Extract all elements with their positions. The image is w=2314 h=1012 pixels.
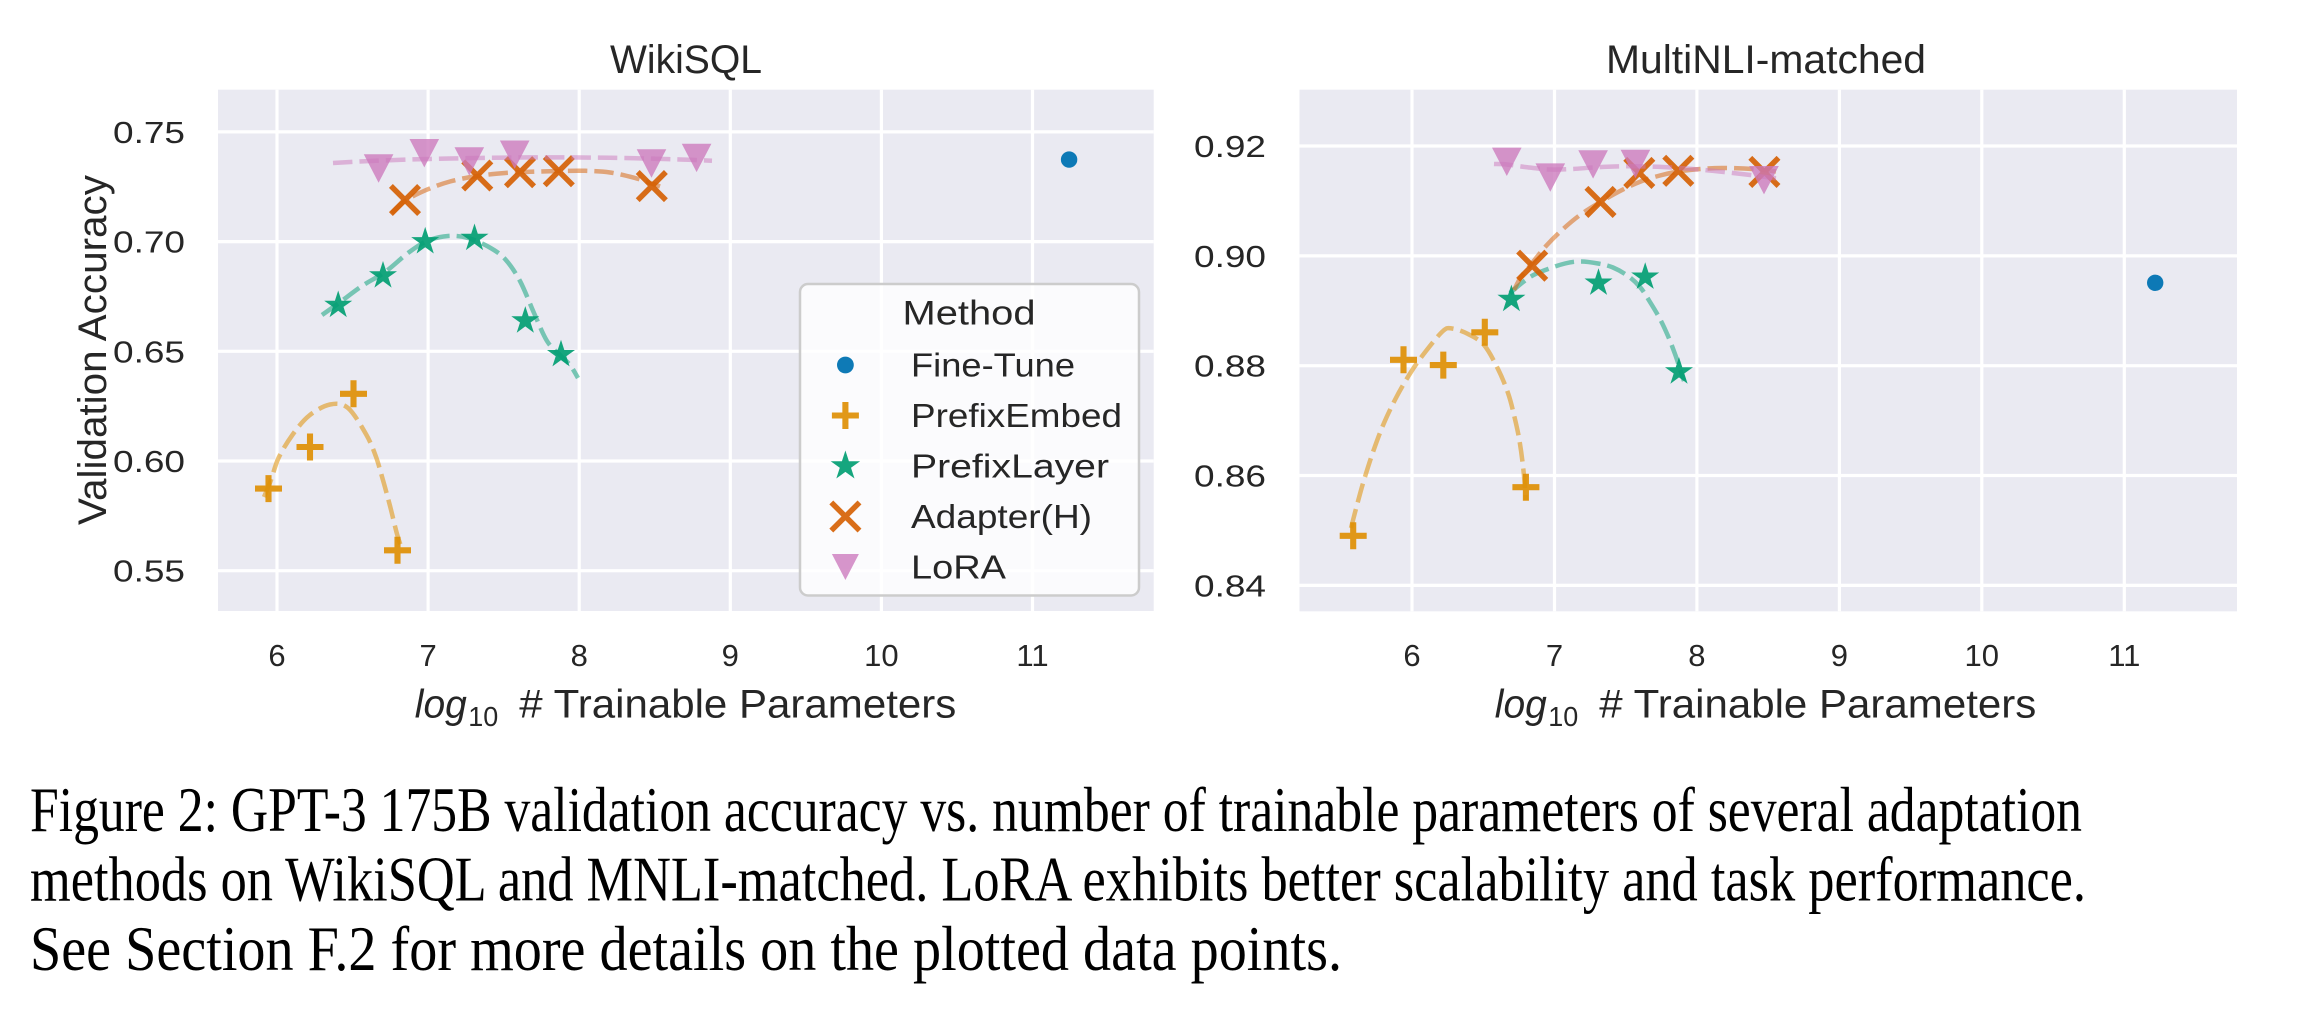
svg-text:6: 6 xyxy=(268,638,285,673)
svg-text:Adapter(H): Adapter(H) xyxy=(911,498,1092,535)
svg-text:# Trainable Parameters: # Trainable Parameters xyxy=(1599,683,2036,727)
svg-text:LoRA: LoRA xyxy=(911,549,1006,586)
svg-text:11: 11 xyxy=(1016,638,1048,673)
svg-text:Fine-Tune: Fine-Tune xyxy=(911,347,1075,384)
svg-text:0.55: 0.55 xyxy=(113,554,185,589)
svg-text:0.86: 0.86 xyxy=(1194,459,1266,494)
svg-text:0.75: 0.75 xyxy=(113,115,185,150)
svg-text:log: log xyxy=(1495,683,1547,727)
svg-text:0.88: 0.88 xyxy=(1194,349,1266,384)
svg-text:0.65: 0.65 xyxy=(113,334,185,369)
svg-text:10: 10 xyxy=(1965,638,1999,673)
svg-text:0.84: 0.84 xyxy=(1194,568,1266,603)
svg-text:10: 10 xyxy=(864,638,898,673)
svg-text:WikiSQL: WikiSQL xyxy=(610,38,762,82)
svg-text:Method: Method xyxy=(903,295,1036,333)
svg-text:See Section F.2 for more detai: See Section F.2 for more details on the … xyxy=(30,914,1342,984)
svg-text:0.60: 0.60 xyxy=(113,444,185,479)
svg-text:Figure 2: GPT-3 175B validatio: Figure 2: GPT-3 175B validation accuracy… xyxy=(30,775,2082,845)
svg-text:log: log xyxy=(415,683,467,727)
svg-text:PrefixLayer: PrefixLayer xyxy=(911,448,1109,485)
svg-text:9: 9 xyxy=(1831,638,1848,673)
svg-text:7: 7 xyxy=(1546,638,1563,673)
svg-text:methods on WikiSQL and MNLI-ma: methods on WikiSQL and MNLI-matched. LoR… xyxy=(30,845,2086,915)
svg-text:PrefixEmbed: PrefixEmbed xyxy=(911,397,1122,434)
svg-text:MultiNLI-matched: MultiNLI-matched xyxy=(1606,38,1926,82)
svg-text:9: 9 xyxy=(722,638,739,673)
svg-text:# Trainable Parameters: # Trainable Parameters xyxy=(519,683,956,727)
svg-text:10: 10 xyxy=(468,701,498,732)
svg-text:Validation Accuracy: Validation Accuracy xyxy=(71,175,115,525)
svg-text:6: 6 xyxy=(1403,638,1420,673)
svg-text:0.90: 0.90 xyxy=(1194,239,1266,274)
svg-text:0.92: 0.92 xyxy=(1194,129,1266,164)
svg-text:8: 8 xyxy=(571,638,588,673)
svg-text:8: 8 xyxy=(1688,638,1705,673)
svg-text:11: 11 xyxy=(2108,638,2140,673)
svg-text:0.70: 0.70 xyxy=(113,225,185,260)
svg-text:10: 10 xyxy=(1548,701,1578,732)
svg-text:7: 7 xyxy=(419,638,436,673)
